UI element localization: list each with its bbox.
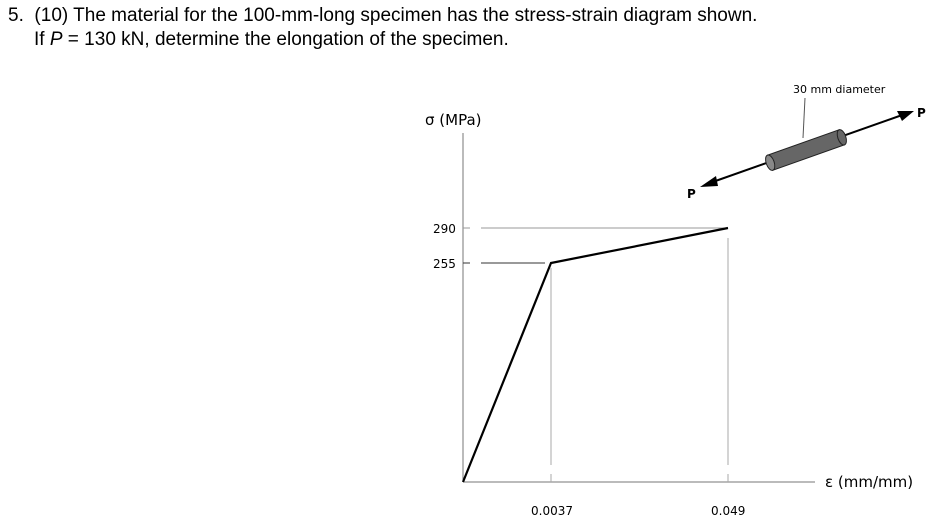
arrow-right-icon bbox=[897, 111, 914, 121]
diameter-label: 30 mm diameter bbox=[793, 83, 886, 96]
y-tick-290: 290 bbox=[433, 222, 456, 236]
specimen-bar bbox=[765, 129, 847, 171]
x-axis-label: ε (mm/mm) bbox=[825, 473, 913, 491]
problem-statement: 5. (10) The material for the 100-mm-long… bbox=[8, 4, 757, 52]
x-tick-0.049: 0.049 bbox=[711, 504, 745, 518]
problem-line-1: 5. (10) The material for the 100-mm-long… bbox=[8, 4, 757, 28]
load-variable: P bbox=[49, 29, 63, 50]
load-label-left: P bbox=[687, 187, 696, 201]
x-tick-0.0037: 0.0037 bbox=[531, 504, 573, 518]
problem-text-1: The material for the 100-mm-long specime… bbox=[73, 5, 758, 26]
problem-line-2: If P = 130 kN, determine the elongation … bbox=[34, 29, 509, 50]
stress-strain-curve bbox=[461, 226, 729, 483]
problem-number: 5. bbox=[8, 5, 24, 26]
leader-line bbox=[802, 97, 806, 139]
specimen-illustration: 30 mm diameter P P bbox=[687, 83, 926, 201]
y-axis-label: σ (MPa) bbox=[425, 111, 481, 129]
y-tick-255: 255 bbox=[433, 257, 456, 271]
arrow-left-icon bbox=[700, 176, 718, 187]
load-label-right: P bbox=[917, 106, 926, 120]
problem-points: (10) bbox=[34, 5, 69, 26]
